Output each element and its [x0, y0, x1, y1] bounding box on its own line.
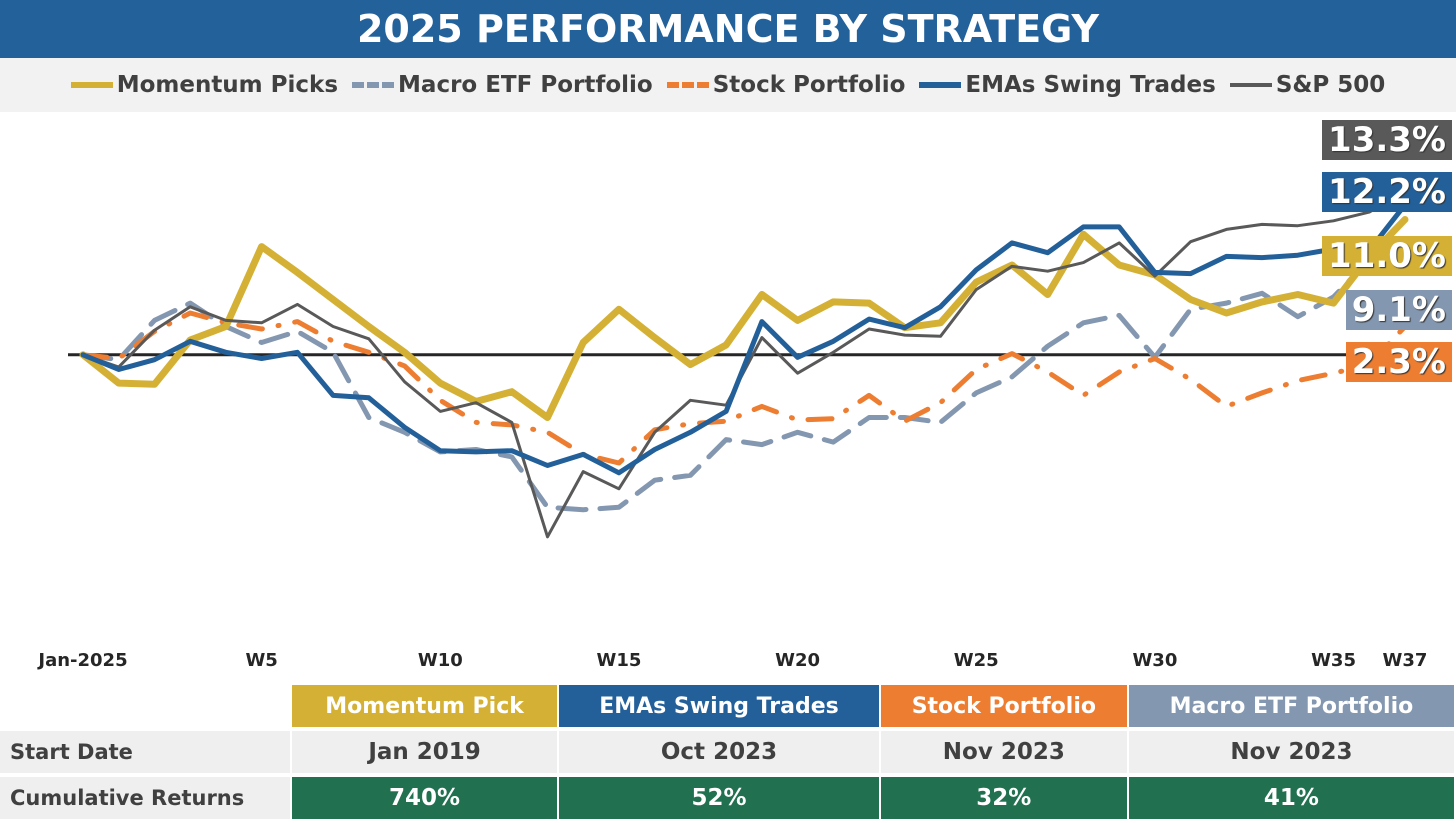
legend-item-macro-etf: Macro ETF Portfolio [352, 72, 653, 98]
row-label: Start Date [0, 731, 292, 773]
table-cell: 41% [1128, 777, 1456, 819]
table-row: Start Date Jan 2019 Oct 2023 Nov 2023 No… [0, 731, 1456, 773]
series-line-stock-portfolio [80, 310, 1408, 466]
chart-title: 2025 PERFORMANCE BY STRATEGY [0, 0, 1456, 58]
x-tick-label: Jan-2025 [38, 650, 128, 671]
header-emas: EMAs Swing Trades [559, 685, 881, 727]
table-cell: Nov 2023 [1128, 731, 1456, 773]
table-cell: 52% [559, 777, 881, 819]
table-cell: Jan 2019 [292, 731, 560, 773]
x-tick-label: W20 [775, 650, 821, 671]
x-tick-label: W35 [1311, 650, 1356, 671]
legend-label: EMAs Swing Trades [965, 72, 1216, 98]
header-momentum: Momentum Pick [292, 685, 560, 727]
x-tick-label: W10 [417, 650, 463, 671]
legend-swatch [919, 82, 962, 88]
table-cell: Oct 2023 [559, 731, 881, 773]
legend-swatch [352, 82, 395, 88]
row-label: Cumulative Returns [0, 777, 292, 819]
legend-label: Momentum Picks [116, 72, 339, 98]
end-label-sp500: 13.3% [1322, 120, 1452, 160]
x-tick-label: W30 [1132, 650, 1178, 671]
end-label-macro-etf: 9.1% [1345, 290, 1452, 330]
x-tick-label: W25 [953, 650, 999, 671]
legend-swatch [70, 82, 113, 88]
x-tick-label: W15 [596, 650, 642, 671]
table-header-row: Momentum Pick EMAs Swing Trades Stock Po… [0, 685, 1456, 727]
strategy-summary-table: Momentum Pick EMAs Swing Trades Stock Po… [0, 681, 1456, 823]
legend-item-momentum-picks: Momentum Picks [70, 72, 339, 98]
series-line-momentum-picks [79, 216, 1409, 421]
table-cell: 32% [880, 777, 1129, 819]
series-line-macro-etf-portfolio [80, 240, 1408, 513]
header-macro-etf: Macro ETF Portfolio [1128, 685, 1456, 727]
legend-label: Macro ETF Portfolio [398, 72, 653, 98]
table-row: Cumulative Returns 740% 52% 32% 41% [0, 777, 1456, 819]
legend-item-emas-swing: EMAs Swing Trades [919, 72, 1216, 98]
legend-item-sp500: S&P 500 [1229, 72, 1386, 98]
series-line-emas-swing-trades [80, 202, 1408, 476]
line-chart [68, 189, 1409, 539]
table-cell: 740% [292, 777, 560, 819]
legend-swatch [1229, 83, 1272, 87]
end-label-emas: 12.2% [1322, 172, 1452, 212]
header-stock: Stock Portfolio [880, 685, 1129, 727]
table-cell: Nov 2023 [880, 731, 1129, 773]
x-tick-label: W37 [1382, 650, 1428, 671]
legend-label: S&P 500 [1275, 72, 1386, 98]
x-tick-label: W5 [245, 650, 278, 671]
legend-item-stock-portfolio: Stock Portfolio [666, 72, 906, 98]
end-label-momentum: 11.0% [1322, 236, 1452, 276]
end-label-stock: 2.3% [1345, 342, 1452, 382]
legend: Momentum Picks Macro ETF Portfolio Stock… [0, 58, 1456, 112]
legend-swatch [666, 82, 709, 88]
legend-label: Stock Portfolio [712, 72, 906, 98]
